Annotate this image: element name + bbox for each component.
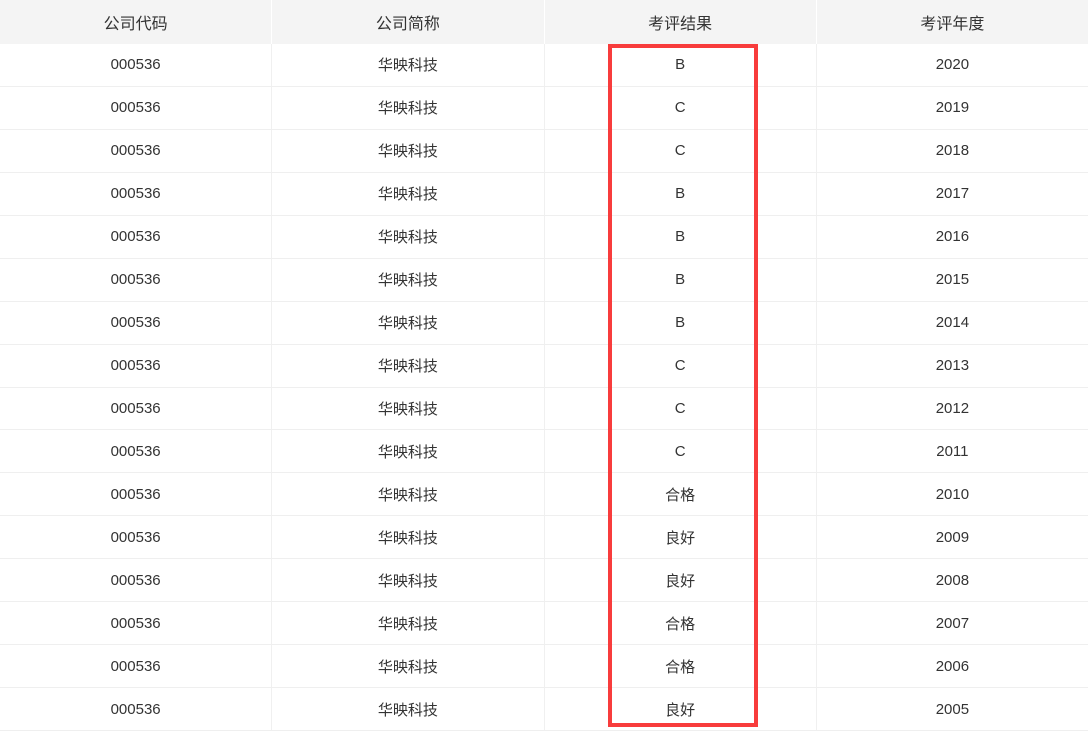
cell-eval-result: C bbox=[545, 344, 817, 387]
cell-eval-year: 2008 bbox=[935, 571, 970, 589]
cell-eval-result: 良好 bbox=[545, 516, 817, 559]
cell-company-code: 000536 bbox=[0, 516, 273, 559]
cell-eval-year: 2007 bbox=[935, 614, 970, 632]
table-row: 000536 华映科技 B 2016 bbox=[0, 215, 1088, 259]
column-header-eval-year: 考评年度 bbox=[920, 16, 985, 33]
cell-company-code: 000536 bbox=[0, 602, 273, 645]
table-body: 000536 华映科技 B 2020 000536 华映科技 C 2019 00… bbox=[0, 44, 1088, 731]
cell-company-name: 华映科技 bbox=[272, 86, 545, 129]
cell-company-name: 华映科技 bbox=[272, 516, 545, 559]
cell-company-code: 000536 bbox=[0, 430, 273, 473]
cell-eval-result: C bbox=[545, 129, 817, 172]
cell-eval-year: 2018 bbox=[935, 142, 970, 160]
cell-company-name: 华映科技 bbox=[272, 430, 545, 473]
cell-company-name: 华映科技 bbox=[272, 172, 545, 215]
cell-company-code: 000536 bbox=[0, 559, 273, 602]
table-row: 000536 华映科技 合格 2006 bbox=[0, 645, 1088, 689]
cell-eval-year: 2010 bbox=[935, 485, 970, 503]
table-row: 000536 华映科技 C 2011 bbox=[0, 430, 1088, 474]
cell-eval-result: B bbox=[545, 301, 817, 344]
cell-eval-result: B bbox=[545, 215, 817, 258]
cell-company-name: 华映科技 bbox=[272, 473, 545, 516]
cell-company-code: 000536 bbox=[0, 172, 273, 215]
cell-eval-year: 2011 bbox=[936, 442, 969, 460]
table-row: 000536 华映科技 B 2020 bbox=[0, 44, 1088, 87]
cell-eval-year: 2012 bbox=[935, 399, 970, 417]
cell-company-name: 华映科技 bbox=[272, 559, 545, 602]
cell-eval-result: C bbox=[545, 387, 817, 430]
table-row: 000536 华映科技 C 2019 bbox=[0, 86, 1088, 130]
cell-eval-result: B bbox=[545, 172, 817, 215]
cell-eval-result: B bbox=[545, 258, 817, 301]
cell-company-code: 000536 bbox=[0, 215, 273, 258]
cell-company-name: 华映科技 bbox=[272, 645, 545, 688]
cell-eval-year: 2019 bbox=[935, 99, 970, 117]
column-header-company-name: 公司简称 bbox=[272, 0, 545, 44]
table-row: 000536 华映科技 良好 2005 bbox=[0, 688, 1088, 731]
cell-company-code: 000536 bbox=[0, 258, 273, 301]
table-row: 000536 华映科技 合格 2007 bbox=[0, 602, 1088, 646]
cell-company-code: 000536 bbox=[0, 645, 273, 688]
cell-eval-year: 2013 bbox=[935, 357, 970, 375]
table-row: 000536 华映科技 C 2012 bbox=[0, 387, 1088, 431]
column-header-company-code: 公司代码 bbox=[0, 0, 273, 44]
cell-eval-result: B bbox=[545, 44, 817, 86]
table-row: 000536 华映科技 C 2013 bbox=[0, 344, 1088, 388]
cell-eval-result: 良好 bbox=[545, 559, 817, 602]
cell-company-name: 华映科技 bbox=[272, 258, 545, 301]
cell-eval-result: C bbox=[545, 86, 817, 129]
table-row: 000536 华映科技 合格 2010 bbox=[0, 473, 1088, 517]
cell-eval-year: 2009 bbox=[935, 528, 970, 546]
cell-company-code: 000536 bbox=[0, 473, 273, 516]
cell-company-name: 华映科技 bbox=[272, 129, 545, 172]
cell-company-code: 000536 bbox=[0, 129, 273, 172]
table-row: 000536 华映科技 B 2017 bbox=[0, 172, 1088, 216]
table-header-row: 公司代码 公司简称 考评结果 考评年度 bbox=[0, 0, 1088, 44]
cell-company-name: 华映科技 bbox=[272, 44, 545, 86]
cell-eval-result: 合格 bbox=[545, 602, 817, 645]
column-header-eval-result: 考评结果 bbox=[545, 0, 817, 44]
cell-company-name: 华映科技 bbox=[272, 344, 545, 387]
cell-company-name: 华映科技 bbox=[272, 215, 545, 258]
cell-eval-year: 2005 bbox=[935, 700, 970, 718]
table-row: 000536 华映科技 良好 2009 bbox=[0, 516, 1088, 560]
cell-company-code: 000536 bbox=[0, 301, 273, 344]
cell-eval-year: 2016 bbox=[935, 228, 970, 246]
cell-eval-year: 2017 bbox=[935, 185, 970, 203]
cell-eval-year: 2015 bbox=[935, 271, 970, 289]
table-row: 000536 华映科技 B 2014 bbox=[0, 301, 1088, 345]
cell-eval-result: 合格 bbox=[545, 473, 817, 516]
cell-company-code: 000536 bbox=[0, 344, 273, 387]
cell-company-code: 000536 bbox=[0, 688, 273, 730]
cell-eval-year: 2020 bbox=[935, 56, 970, 74]
cell-company-code: 000536 bbox=[0, 44, 273, 86]
cell-company-code: 000536 bbox=[0, 387, 273, 430]
cell-company-name: 华映科技 bbox=[272, 301, 545, 344]
cell-eval-result: 合格 bbox=[545, 645, 817, 688]
cell-eval-year: 2006 bbox=[935, 657, 970, 675]
cell-company-code: 000536 bbox=[0, 86, 273, 129]
cell-eval-result: 良好 bbox=[545, 688, 817, 730]
table-row: 000536 华映科技 良好 2008 bbox=[0, 559, 1088, 603]
table-row: 000536 华映科技 C 2018 bbox=[0, 129, 1088, 173]
cell-company-name: 华映科技 bbox=[272, 387, 545, 430]
cell-company-name: 华映科技 bbox=[272, 602, 545, 645]
cell-company-name: 华映科技 bbox=[272, 688, 545, 730]
table-row: 000536 华映科技 B 2015 bbox=[0, 258, 1088, 302]
cell-eval-result: C bbox=[545, 430, 817, 473]
cell-eval-year: 2014 bbox=[935, 314, 970, 332]
